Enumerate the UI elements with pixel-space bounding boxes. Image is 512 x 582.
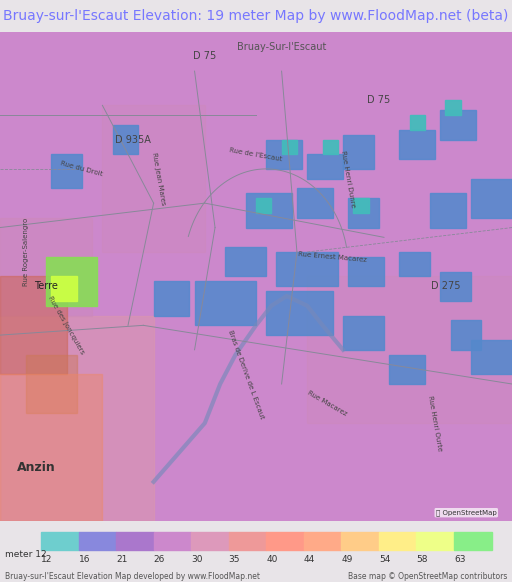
Text: Rue du Droit: Rue du Droit: [60, 161, 104, 178]
Bar: [348, 257, 384, 286]
Text: D 935A: D 935A: [115, 134, 151, 144]
Bar: [0, 276, 67, 374]
Bar: [266, 291, 333, 335]
Bar: [51, 154, 82, 189]
Text: D 75: D 75: [367, 95, 391, 105]
Text: Bras de Derive de L Escaut: Bras de Derive de L Escaut: [227, 329, 265, 420]
Text: D 75: D 75: [193, 51, 217, 62]
Text: Ⓜ OpenStreetMap: Ⓜ OpenStreetMap: [436, 509, 497, 516]
Text: Terre: Terre: [34, 281, 58, 291]
Text: Bruay-Sur-l'Escaut: Bruay-Sur-l'Escaut: [237, 42, 326, 52]
Bar: [471, 179, 512, 218]
Bar: [0, 218, 92, 315]
Bar: [246, 193, 292, 228]
Bar: [342, 532, 379, 550]
Text: 49: 49: [342, 555, 353, 564]
Bar: [430, 193, 466, 228]
Bar: [440, 110, 476, 140]
Bar: [276, 252, 338, 286]
Text: Rue de l'Escaut: Rue de l'Escaut: [229, 147, 283, 162]
Bar: [416, 532, 454, 550]
Text: Rue des Joncquiers: Rue des Joncquiers: [48, 295, 86, 356]
Bar: [445, 101, 461, 115]
Bar: [304, 532, 342, 550]
Text: Rue Roger-Salengro: Rue Roger-Salengro: [23, 218, 29, 286]
Bar: [256, 198, 271, 213]
Bar: [410, 115, 425, 130]
Bar: [379, 532, 416, 550]
Text: 63: 63: [454, 555, 465, 564]
Bar: [266, 532, 304, 550]
Text: D 275: D 275: [431, 281, 460, 291]
Bar: [195, 281, 256, 325]
Text: 58: 58: [416, 555, 428, 564]
Bar: [282, 140, 297, 154]
Text: 44: 44: [304, 555, 315, 564]
Text: Anzin: Anzin: [16, 460, 55, 474]
Text: meter 12: meter 12: [5, 550, 47, 559]
Bar: [307, 276, 512, 423]
Bar: [399, 252, 430, 276]
Text: 35: 35: [229, 555, 240, 564]
Bar: [389, 354, 425, 384]
Bar: [266, 140, 302, 169]
Bar: [116, 532, 154, 550]
Bar: [154, 532, 191, 550]
Bar: [78, 532, 116, 550]
Bar: [399, 130, 435, 159]
Bar: [440, 272, 471, 301]
Text: Bruay-sur-l'Escaut Elevation Map developed by www.FloodMap.net: Bruay-sur-l'Escaut Elevation Map develop…: [5, 572, 260, 581]
Bar: [0, 374, 102, 521]
Text: 21: 21: [116, 555, 127, 564]
Text: Base map © OpenStreetMap contributors: Base map © OpenStreetMap contributors: [348, 572, 507, 581]
Bar: [102, 105, 205, 252]
Bar: [323, 140, 338, 154]
Text: Rue Ernest Macarez: Rue Ernest Macarez: [298, 251, 368, 263]
Text: 54: 54: [379, 555, 390, 564]
Text: 40: 40: [266, 555, 278, 564]
Bar: [0, 315, 154, 521]
Text: Rue Henri Dunre: Rue Henri Dunre: [340, 150, 356, 208]
Bar: [353, 198, 369, 213]
Text: 12: 12: [41, 555, 52, 564]
Bar: [451, 321, 481, 350]
Bar: [46, 257, 97, 306]
Bar: [454, 532, 492, 550]
Bar: [191, 532, 229, 550]
Bar: [343, 134, 374, 169]
Text: 26: 26: [154, 555, 165, 564]
Text: Rue Macarez: Rue Macarez: [307, 390, 348, 417]
Bar: [348, 198, 379, 228]
Bar: [297, 189, 333, 218]
Bar: [113, 125, 138, 154]
Bar: [229, 532, 266, 550]
Bar: [225, 247, 266, 276]
Text: Rue Henri Ourte: Rue Henri Ourte: [428, 395, 443, 451]
Text: 30: 30: [191, 555, 203, 564]
Bar: [26, 354, 77, 413]
Bar: [154, 281, 189, 315]
Text: 16: 16: [78, 555, 90, 564]
Bar: [343, 315, 384, 350]
Bar: [471, 340, 512, 374]
Text: Bruay-sur-l'Escaut Elevation: 19 meter Map by www.FloodMap.net (beta): Bruay-sur-l'Escaut Elevation: 19 meter M…: [3, 9, 509, 23]
Bar: [51, 276, 77, 301]
Bar: [41, 532, 78, 550]
Bar: [307, 154, 343, 179]
Text: Rue Jean Mares: Rue Jean Mares: [151, 152, 166, 205]
